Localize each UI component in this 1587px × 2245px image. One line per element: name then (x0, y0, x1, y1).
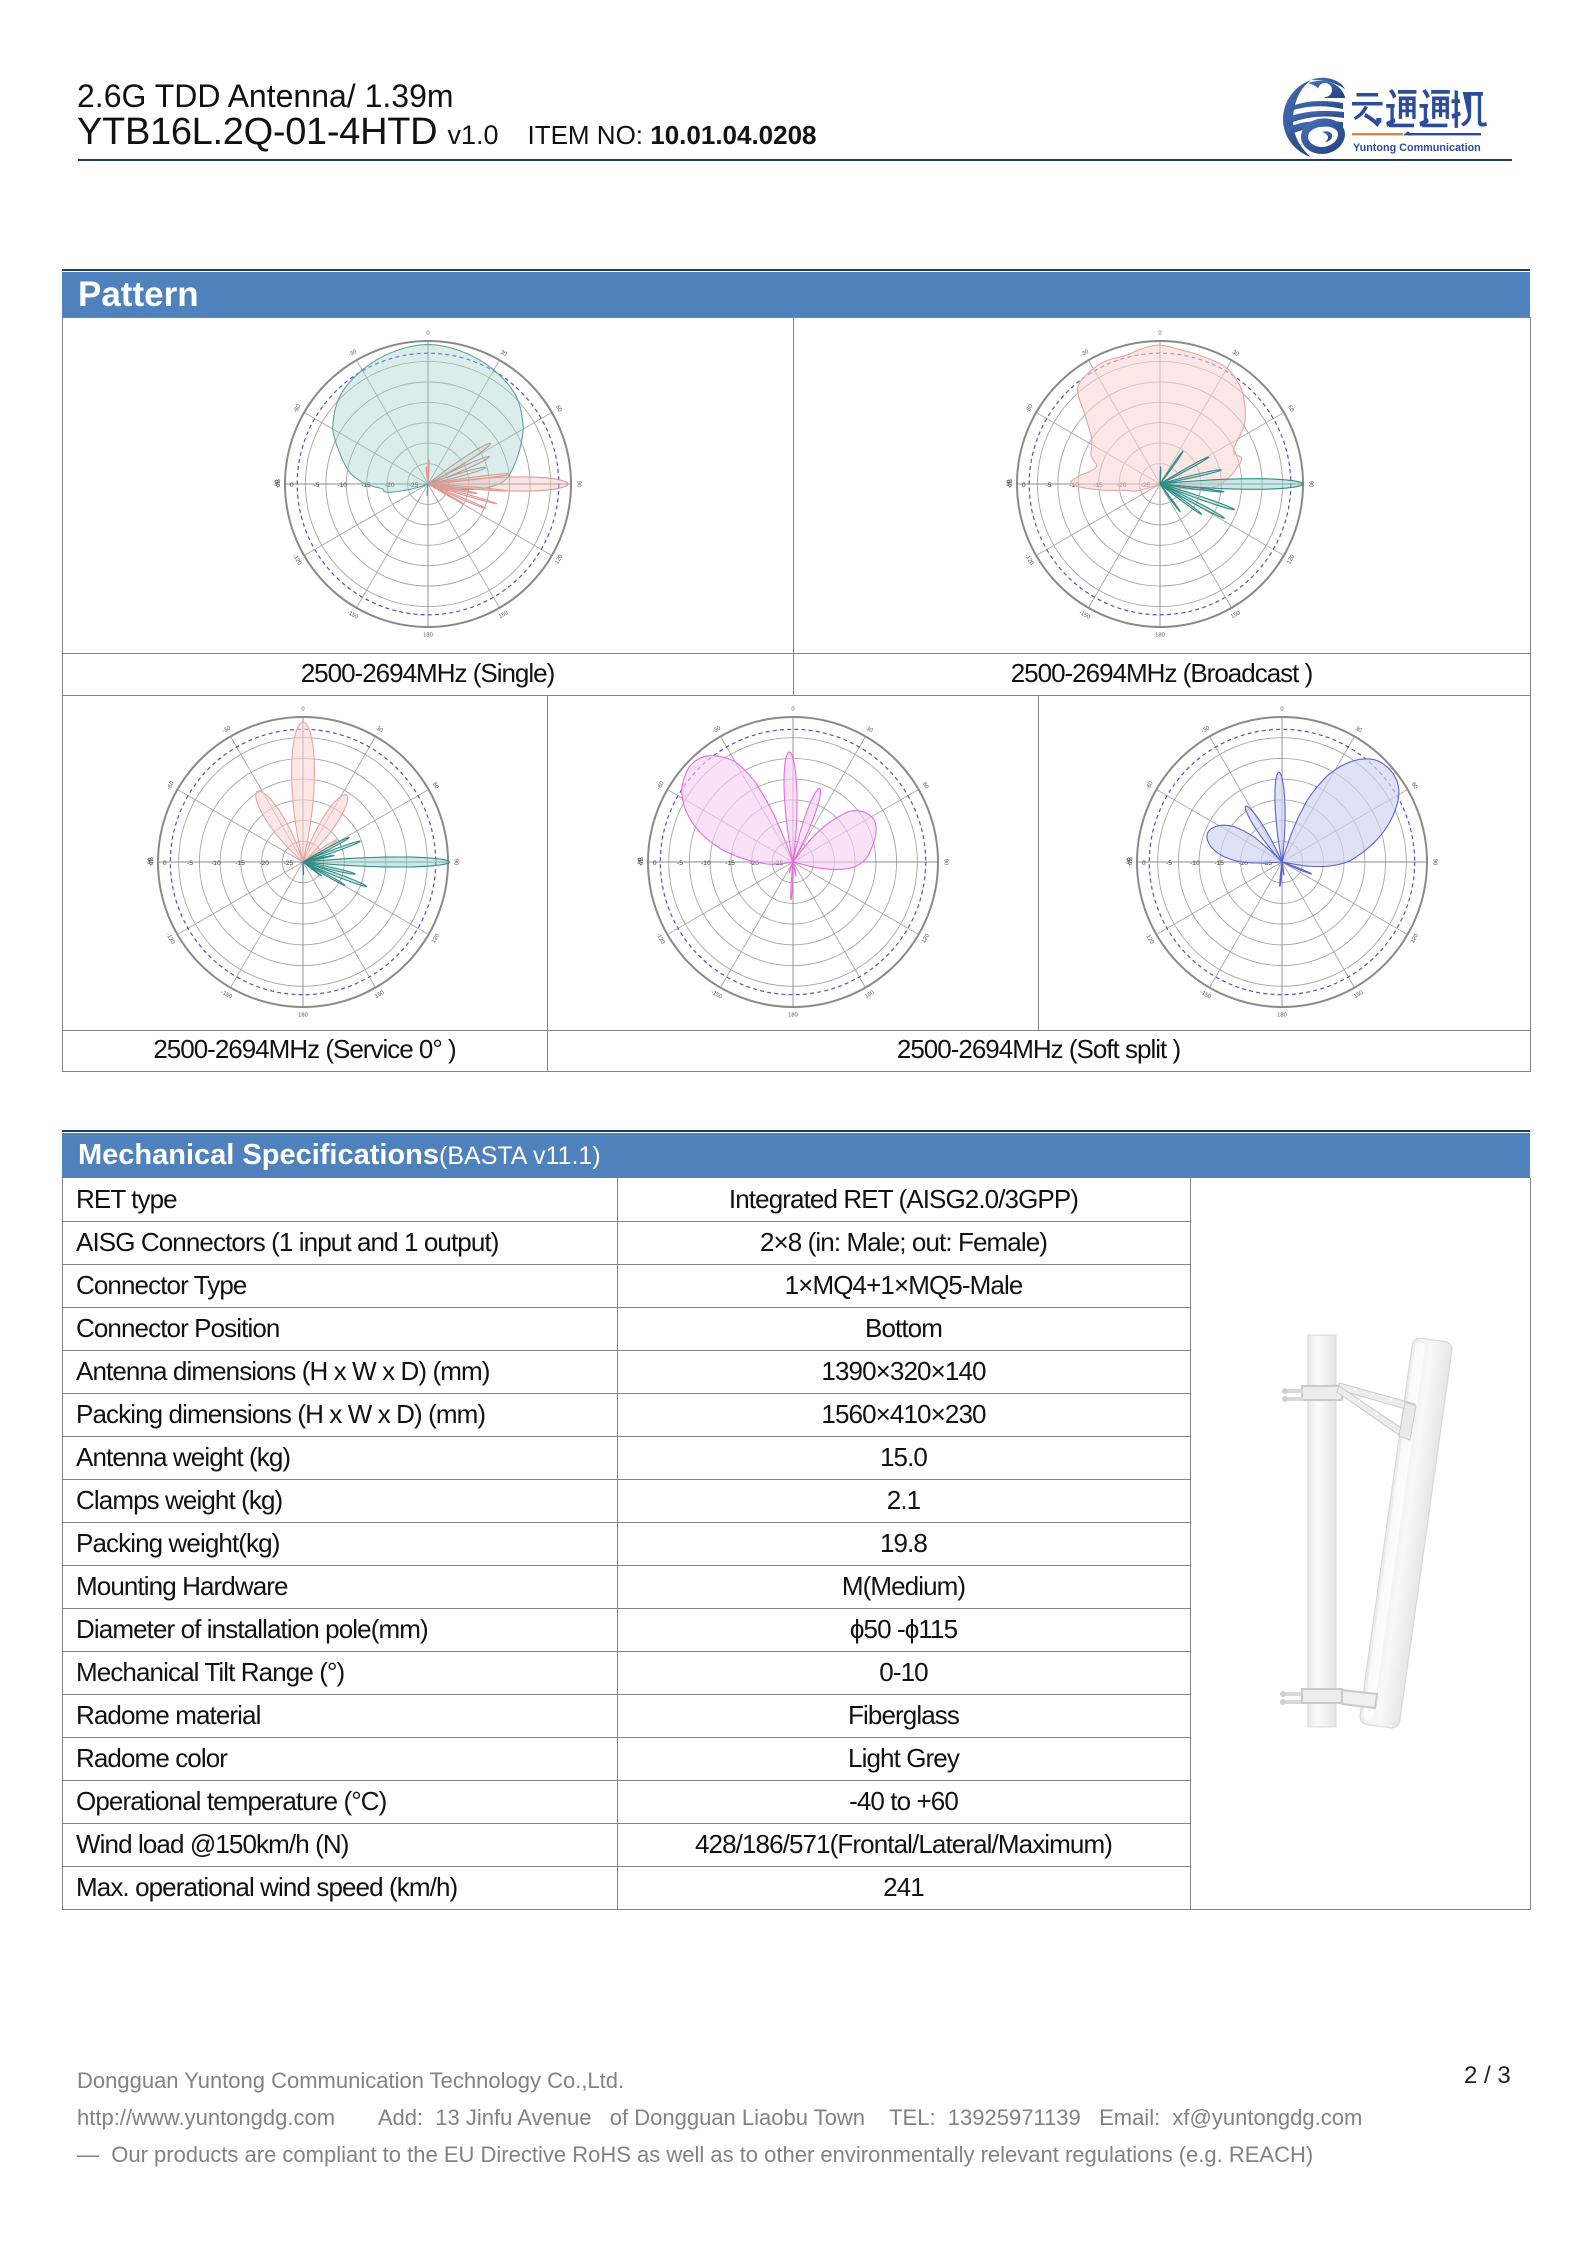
svg-text:dB: dB (148, 857, 155, 865)
svg-text:-90: -90 (148, 858, 154, 866)
svg-text:180: 180 (1277, 1013, 1287, 1019)
svg-text:-120: -120 (165, 932, 176, 945)
svg-text:-30: -30 (712, 725, 722, 734)
svg-text:120: 120 (554, 554, 564, 565)
svg-text:-5: -5 (1166, 860, 1172, 867)
svg-text:-150: -150 (220, 989, 233, 1000)
svg-text:-150: -150 (710, 989, 723, 1000)
svg-text:-90: -90 (275, 480, 281, 488)
svg-text:0: 0 (290, 482, 294, 489)
svg-text:-90: -90 (1007, 480, 1013, 488)
svg-text:-20: -20 (259, 860, 269, 867)
svg-text:-15: -15 (725, 860, 735, 867)
svg-text:90: 90 (452, 859, 458, 865)
svg-text:dB: dB (1007, 479, 1014, 487)
svg-text:60: 60 (554, 404, 562, 413)
svg-text:-60: -60 (1145, 781, 1154, 791)
svg-text:30: 30 (499, 349, 508, 357)
svg-text:-25: -25 (284, 860, 294, 867)
svg-text:-15: -15 (235, 860, 245, 867)
svg-text:180: 180 (298, 1013, 308, 1019)
svg-text:-150: -150 (1078, 610, 1091, 621)
svg-text:Yuntong Communication: Yuntong Communication (1353, 142, 1481, 154)
svg-text:0: 0 (301, 707, 304, 713)
svg-text:dB: dB (275, 479, 282, 487)
svg-text:150: 150 (864, 990, 875, 1000)
svg-text:-120: -120 (291, 553, 302, 566)
svg-text:150: 150 (1353, 990, 1364, 1000)
svg-text:150: 150 (1230, 610, 1241, 620)
svg-text:150: 150 (374, 990, 385, 1000)
svg-text:-25: -25 (1263, 860, 1273, 867)
svg-text:30: 30 (865, 726, 874, 734)
svg-text:60: 60 (431, 781, 439, 790)
svg-text:-150: -150 (1199, 989, 1212, 1000)
svg-text:60: 60 (921, 781, 929, 790)
svg-text:-20: -20 (1238, 860, 1248, 867)
svg-text:-10: -10 (337, 482, 347, 489)
svg-text:-10: -10 (701, 860, 711, 867)
svg-text:-15: -15 (1214, 860, 1224, 867)
svg-text:-90: -90 (1127, 858, 1133, 866)
svg-text:-60: -60 (166, 781, 175, 791)
svg-text:150: 150 (498, 610, 509, 620)
svg-text:-90: -90 (638, 858, 644, 866)
svg-text:180: 180 (788, 1013, 798, 1019)
svg-text:180: 180 (1155, 633, 1165, 639)
svg-text:90: 90 (942, 859, 948, 865)
svg-text:30: 30 (1231, 349, 1240, 357)
svg-text:90: 90 (575, 481, 581, 487)
svg-text:-5: -5 (187, 860, 193, 867)
svg-text:-5: -5 (1046, 482, 1052, 489)
svg-text:120: 120 (1410, 933, 1420, 944)
svg-text:-30: -30 (1201, 725, 1211, 734)
svg-text:0: 0 (1280, 707, 1283, 713)
svg-text:-25: -25 (409, 482, 419, 489)
svg-text:-30: -30 (1080, 349, 1090, 358)
svg-text:0: 0 (791, 707, 794, 713)
svg-text:180: 180 (423, 633, 433, 639)
svg-text:0: 0 (653, 860, 657, 867)
svg-text:90: 90 (1431, 859, 1437, 865)
svg-text:-20: -20 (385, 482, 395, 489)
svg-text:dB: dB (1127, 857, 1134, 865)
svg-text:-30: -30 (348, 349, 358, 358)
svg-text:60: 60 (1286, 404, 1294, 413)
svg-text:-120: -120 (1144, 932, 1155, 945)
svg-text:dB: dB (638, 857, 645, 865)
svg-text:-60: -60 (1025, 404, 1034, 414)
svg-text:-120: -120 (655, 932, 666, 945)
svg-text:-150: -150 (346, 610, 359, 621)
svg-text:30: 30 (375, 726, 384, 734)
svg-text:120: 120 (921, 933, 931, 944)
svg-text:-60: -60 (293, 404, 302, 414)
svg-text:0: 0 (1022, 482, 1026, 489)
svg-text:0: 0 (163, 860, 167, 867)
svg-text:-60: -60 (656, 781, 665, 791)
svg-text:-5: -5 (314, 482, 320, 489)
svg-text:0: 0 (426, 331, 429, 337)
svg-text:-120: -120 (1023, 553, 1034, 566)
svg-text:30: 30 (1354, 726, 1363, 734)
svg-text:-10: -10 (1190, 860, 1200, 867)
svg-text:60: 60 (1410, 781, 1418, 790)
svg-text:-10: -10 (211, 860, 221, 867)
svg-text:-30: -30 (222, 725, 232, 734)
svg-text:120: 120 (1286, 554, 1296, 565)
svg-text:-5: -5 (677, 860, 683, 867)
svg-text:90: 90 (1307, 481, 1313, 487)
svg-text:-20: -20 (749, 860, 759, 867)
svg-text:0: 0 (1142, 860, 1146, 867)
svg-text:0: 0 (1158, 331, 1161, 337)
svg-text:120: 120 (431, 933, 441, 944)
svg-text:-15: -15 (361, 482, 371, 489)
